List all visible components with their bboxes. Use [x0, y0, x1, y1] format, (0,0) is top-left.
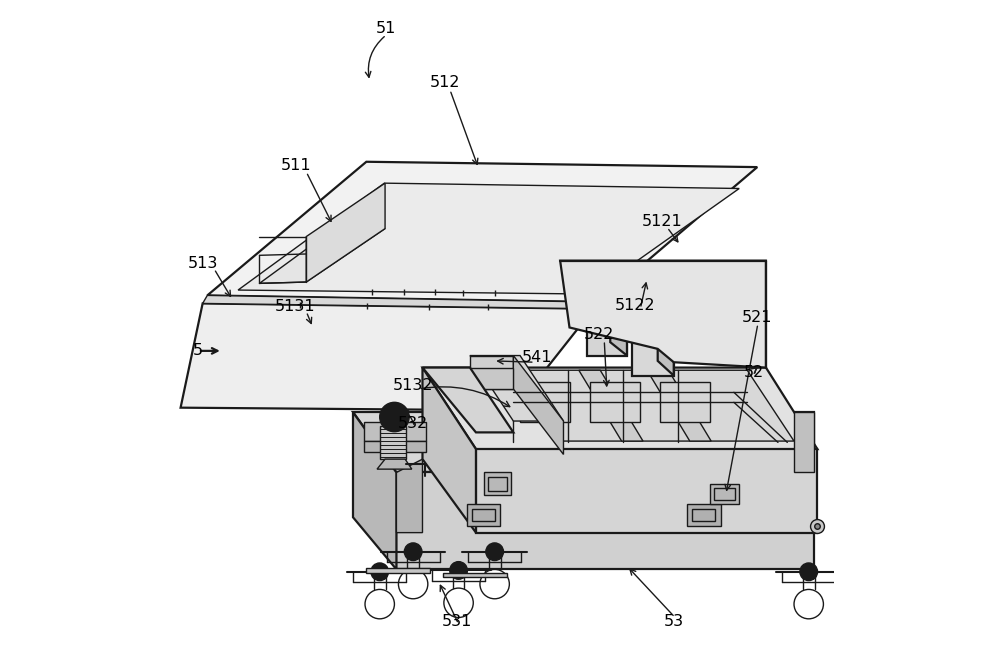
Text: 5122: 5122 — [615, 298, 655, 313]
Polygon shape — [520, 382, 570, 422]
Polygon shape — [570, 268, 627, 283]
Text: 51: 51 — [376, 21, 397, 36]
Polygon shape — [396, 472, 814, 570]
Polygon shape — [422, 368, 476, 533]
Polygon shape — [470, 368, 513, 389]
Polygon shape — [380, 425, 406, 459]
Text: 541: 541 — [522, 350, 552, 365]
Text: 53: 53 — [664, 614, 684, 629]
Polygon shape — [366, 568, 430, 573]
Polygon shape — [615, 287, 674, 303]
Text: 521: 521 — [741, 310, 772, 325]
Polygon shape — [590, 382, 640, 422]
Polygon shape — [658, 287, 674, 376]
Polygon shape — [181, 303, 594, 411]
Polygon shape — [610, 268, 627, 356]
Polygon shape — [238, 183, 739, 294]
Text: 5131: 5131 — [275, 299, 315, 314]
Polygon shape — [259, 227, 385, 283]
Polygon shape — [467, 504, 500, 526]
Text: 5121: 5121 — [641, 215, 682, 229]
Polygon shape — [470, 356, 513, 389]
Circle shape — [404, 543, 422, 560]
Polygon shape — [443, 573, 507, 578]
Circle shape — [486, 543, 503, 560]
Polygon shape — [513, 356, 563, 454]
Polygon shape — [364, 441, 426, 452]
Polygon shape — [353, 413, 814, 472]
Polygon shape — [422, 368, 817, 449]
Circle shape — [450, 562, 467, 579]
Polygon shape — [364, 422, 426, 441]
Polygon shape — [353, 413, 396, 570]
Polygon shape — [377, 459, 412, 469]
Text: 513: 513 — [187, 256, 218, 271]
Circle shape — [380, 403, 409, 431]
Polygon shape — [560, 260, 766, 368]
Text: 5132: 5132 — [393, 378, 433, 393]
Polygon shape — [396, 459, 422, 533]
Polygon shape — [470, 356, 563, 421]
Polygon shape — [579, 370, 643, 441]
Circle shape — [371, 563, 389, 580]
Text: 52: 52 — [744, 365, 764, 380]
Text: 531: 531 — [442, 614, 472, 629]
Polygon shape — [476, 449, 817, 533]
Text: 511: 511 — [281, 158, 312, 172]
Polygon shape — [647, 370, 711, 441]
Polygon shape — [306, 183, 385, 282]
Circle shape — [385, 408, 404, 426]
Polygon shape — [794, 413, 814, 472]
Polygon shape — [513, 370, 794, 441]
Polygon shape — [710, 484, 739, 504]
Polygon shape — [513, 411, 580, 430]
Text: 522: 522 — [584, 327, 614, 342]
Polygon shape — [484, 472, 511, 495]
Polygon shape — [632, 303, 674, 376]
Polygon shape — [207, 162, 757, 302]
Text: 512: 512 — [430, 75, 460, 91]
Circle shape — [800, 563, 818, 580]
Polygon shape — [687, 504, 721, 526]
Polygon shape — [660, 382, 710, 422]
Text: 532: 532 — [398, 416, 428, 431]
Polygon shape — [422, 368, 513, 432]
Text: 5: 5 — [193, 344, 203, 358]
Polygon shape — [587, 283, 627, 356]
Polygon shape — [203, 295, 599, 309]
